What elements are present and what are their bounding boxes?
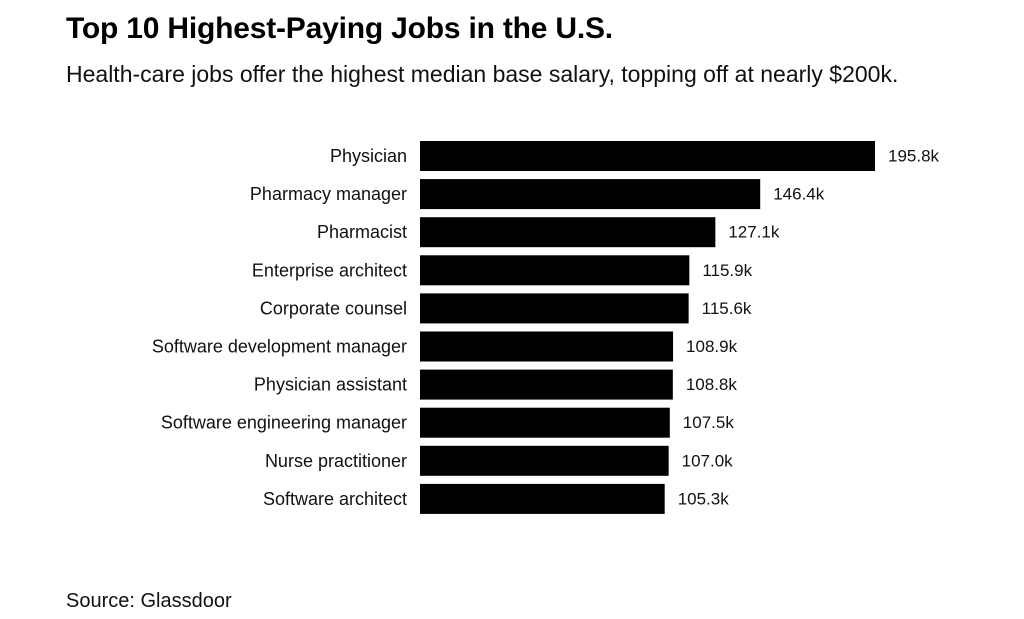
category-label: Enterprise architect [252,260,407,280]
bar [420,141,875,171]
category-label: Pharmacy manager [250,184,407,204]
category-label: Software architect [263,489,407,509]
chart-subtitle: Health-care jobs offer the highest media… [66,61,899,87]
value-label: 107.0k [682,451,734,470]
bar [420,445,669,476]
bar [420,179,761,210]
value-label: 115.6k [702,299,752,318]
bar [420,331,674,362]
value-label: 127.1k [728,223,780,242]
bar [420,483,665,514]
value-label: 108.8k [686,375,738,394]
bar-chart: Physician 195.8k Pharmacy manager 146.4k Pha… [152,141,940,514]
category-label: Physician [330,146,407,166]
value-label: 107.5k [683,413,735,432]
chart-title: Top 10 Highest-Paying Jobs in the U.S. [66,12,613,45]
bar [420,407,670,438]
bar [420,217,716,248]
value-label: 146.4k [773,185,825,204]
value-label: 115.9k [702,261,752,280]
bar [420,293,689,324]
bar [420,255,690,286]
category-label: Software engineering manager [161,413,407,433]
category-label: Corporate counsel [260,298,407,318]
value-label: 108.9k [686,337,738,356]
category-label: Nurse practitioner [265,451,407,471]
category-label: Physician assistant [254,375,407,395]
bar [420,369,673,400]
value-label: 195.8k [888,147,940,166]
value-label: 105.3k [678,489,730,508]
category-label: Software development manager [152,337,407,357]
source-note: Source: Glassdoor [66,590,232,612]
category-label: Pharmacist [317,222,407,242]
